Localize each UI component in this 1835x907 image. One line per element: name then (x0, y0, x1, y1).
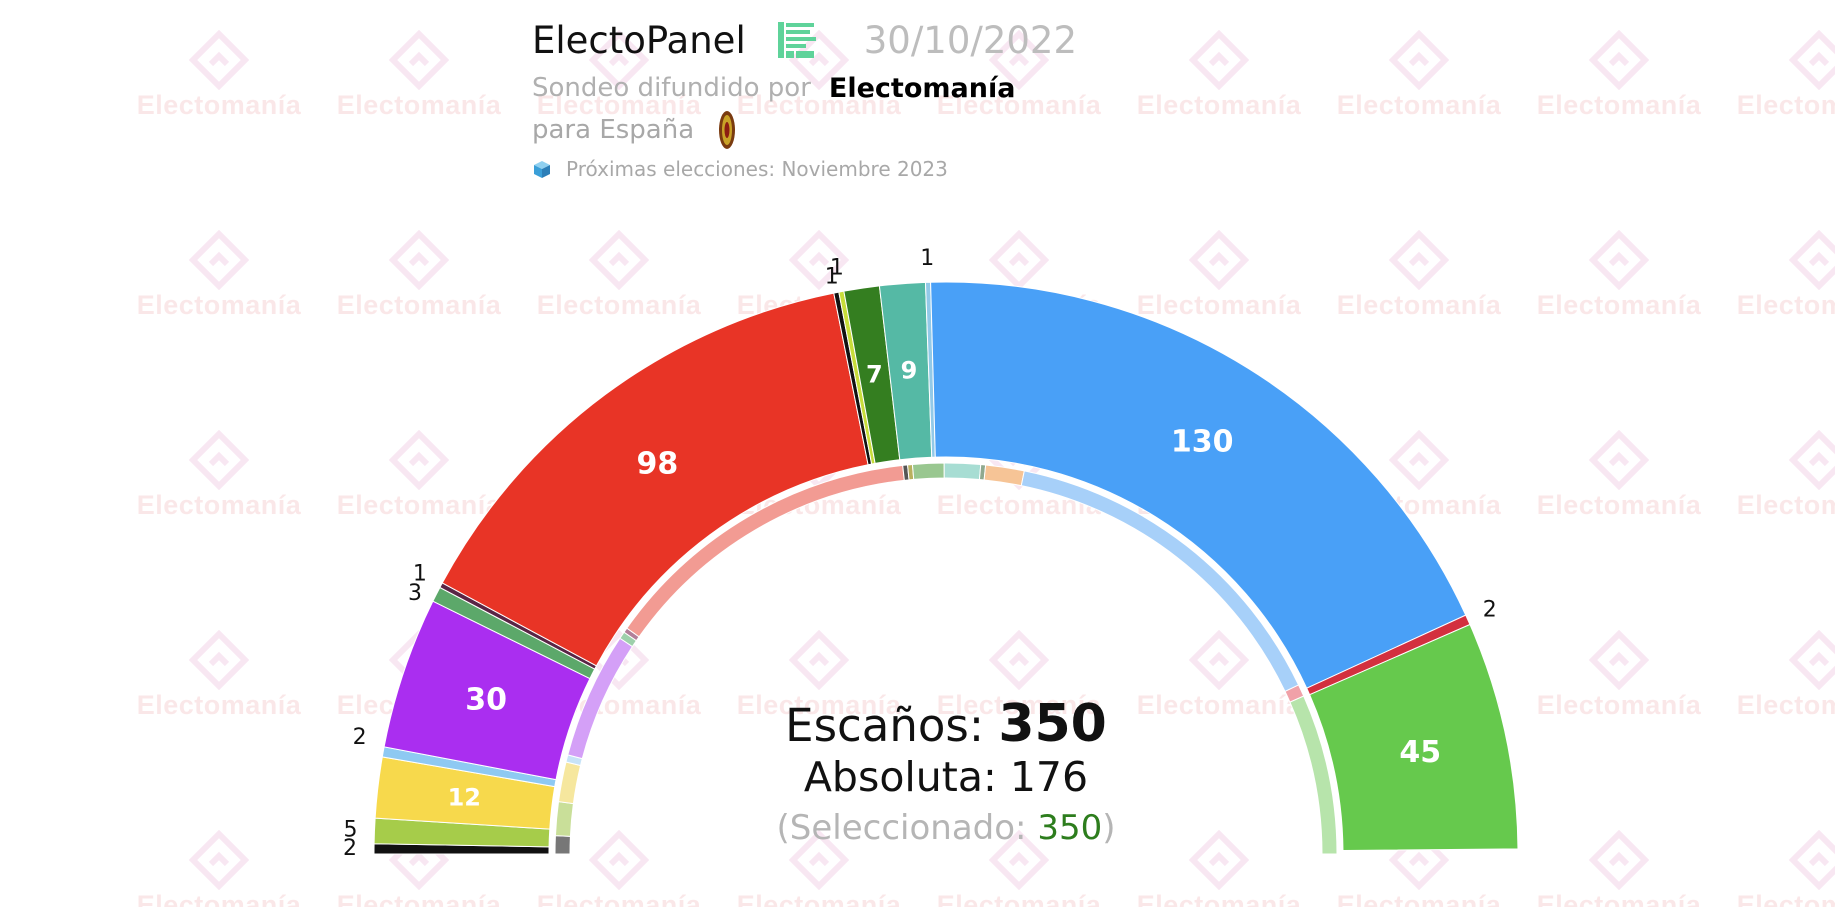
seat-segment (1308, 623, 1519, 851)
seat-label: 2 (1483, 598, 1497, 623)
selected-value: 350 (1037, 808, 1103, 848)
seat-label: 98 (637, 447, 679, 482)
next-elections-text: Próximas elecciones: Noviembre 2023 (566, 157, 948, 181)
vote-share-segment (557, 761, 582, 805)
vote-share-segment (911, 462, 945, 480)
vote-share-segment (554, 835, 571, 855)
selected-open: (Seleccionado: (776, 808, 1027, 848)
absolute-label: Absoluta: (803, 753, 997, 801)
electopanel-logo-icon (777, 22, 816, 58)
absolute-majority: Absoluta: 176 (804, 753, 1088, 801)
vote-share-segment (983, 464, 1025, 487)
seats-label: Escaños: (785, 699, 984, 752)
seat-label: 30 (465, 683, 507, 718)
poll-header: ElectoPanel 30/10/2022 Sondeo difundido … (532, 14, 1077, 186)
seat-label: 9 (901, 356, 918, 384)
seat-ring (373, 281, 1519, 855)
seat-label: 2 (353, 725, 367, 750)
source-prefix: Sondeo difundido por (532, 73, 811, 103)
seat-segment (930, 281, 1467, 689)
seat-label: 45 (1399, 735, 1441, 770)
seat-label: 3 (408, 581, 422, 606)
seat-label: 1 (413, 561, 427, 586)
vote-share-segment (554, 801, 574, 837)
ballot-box-icon (534, 161, 550, 178)
seat-label: 2 (343, 836, 357, 861)
seat-label: 1 (830, 256, 844, 281)
vote-share-ring (554, 462, 1338, 855)
region-label: para España (532, 115, 695, 145)
seat-label: 12 (448, 784, 481, 812)
seat-label: 5 (344, 817, 358, 842)
poll-date: 30/10/2022 (863, 18, 1077, 62)
seats-value: 350 (998, 694, 1107, 754)
vote-share-segment (1289, 695, 1338, 855)
brand-name: ElectoPanel (532, 18, 746, 62)
absolute-value: 176 (1009, 753, 1089, 801)
total-seats: Escaños: 350 (785, 694, 1107, 754)
seat-segment (441, 292, 869, 667)
seat-label: 1 (825, 265, 839, 290)
source-name: Electomanía (828, 72, 1016, 104)
seat-label: 7 (866, 360, 883, 388)
spain-flag-icon (719, 111, 736, 149)
selected-seats: (Seleccionado: 350) (777, 808, 1116, 848)
seat-label: 130 (1171, 425, 1234, 460)
vote-share-segment (943, 462, 982, 481)
selected-close: ) (1102, 808, 1116, 848)
seat-label: 1 (920, 246, 934, 271)
